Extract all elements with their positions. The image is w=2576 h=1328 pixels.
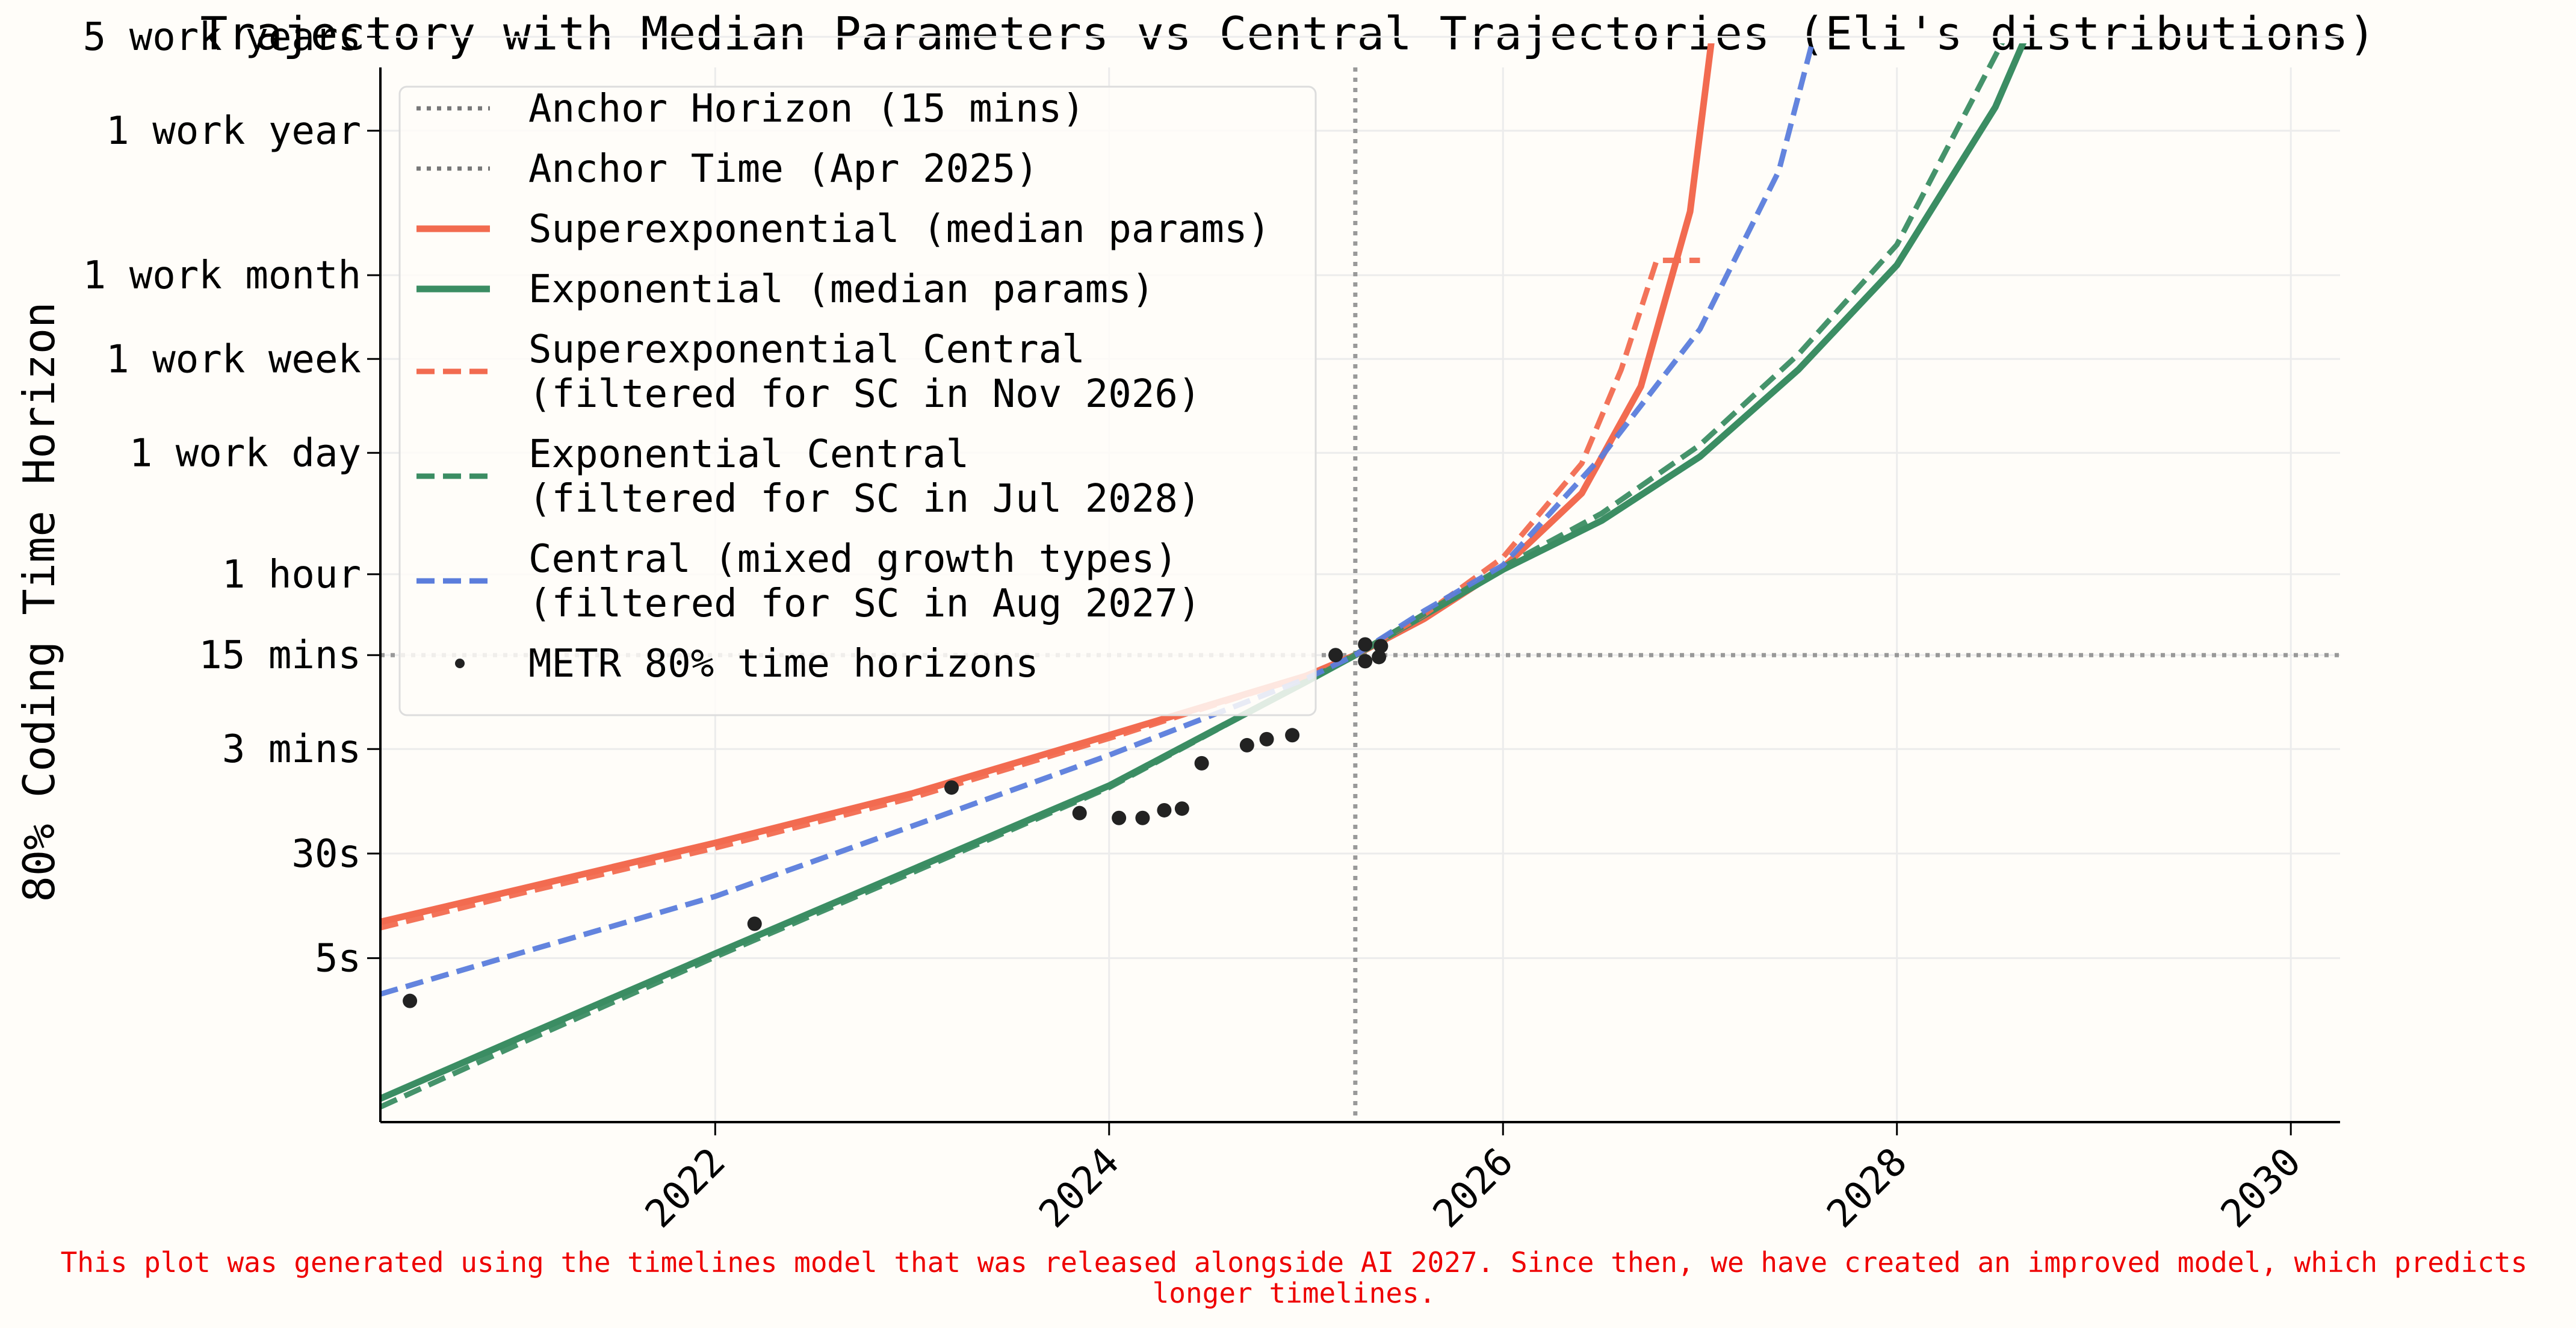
legend-label: Central (mixed growth types) xyxy=(528,537,1178,582)
x-tick-label: 2026 xyxy=(1425,1140,1522,1236)
x-tick-label: 2030 xyxy=(2212,1140,2309,1236)
legend-entry: Superexponential Central(filtered for SC… xyxy=(416,327,1201,417)
metr-point xyxy=(1372,650,1387,665)
metr-point xyxy=(1358,637,1373,652)
chart-title: Trajectory with Median Parameters vs Cen… xyxy=(200,7,2376,60)
legend-label: (filtered for SC in Aug 2027) xyxy=(528,582,1201,626)
legend: Anchor Horizon (15 mins) Anchor Time (Apr… xyxy=(398,85,1317,716)
legend-label: Anchor Time (Apr 2025) xyxy=(528,147,1039,191)
y-tick-label: 15 mins xyxy=(199,633,361,678)
x-tick-labels: 2022 2024 2026 2028 2030 xyxy=(637,1140,2309,1236)
y-tick-label: 30s xyxy=(291,832,361,877)
axes xyxy=(367,36,2340,1135)
legend-label: Superexponential (median params) xyxy=(528,207,1271,252)
legend-entry: Exponential (median params) xyxy=(416,267,1154,312)
y-tick-label: 1 work month xyxy=(83,253,361,298)
metr-point xyxy=(1358,654,1373,669)
legend-entry: Anchor Time (Apr 2025) xyxy=(416,147,1039,191)
scatter-group xyxy=(403,637,1389,1008)
legend-label: (filtered for SC in Jul 2028) xyxy=(528,477,1201,521)
legend-entry: Central (mixed growth types)(filtered fo… xyxy=(416,537,1201,626)
metr-point xyxy=(747,916,762,931)
legend-box xyxy=(398,85,1317,716)
y-tick-label: 5 work years xyxy=(83,15,361,60)
footnote-line-1: This plot was generated using the timeli… xyxy=(61,1246,2528,1279)
central-mixed-line xyxy=(380,43,1815,997)
metr-point xyxy=(1259,731,1274,746)
legend-entry: METR 80% time horizons xyxy=(455,642,1039,686)
legend-label: METR 80% time horizons xyxy=(528,642,1039,686)
y-tick-labels: 5s 30s 3 mins 15 mins 1 hour 1 work day 1 work… xyxy=(83,15,361,981)
x-tick-label: 2028 xyxy=(1819,1140,1916,1236)
metr-point xyxy=(944,780,959,795)
metr-point xyxy=(1112,810,1127,825)
metr-point xyxy=(1285,728,1300,743)
metr-point xyxy=(1072,805,1087,821)
metr-point xyxy=(1157,802,1172,818)
footnote-line-2: longer timelines. xyxy=(1153,1277,1436,1309)
y-tick-label: 1 work year xyxy=(106,109,361,154)
y-tick-label: 1 work week xyxy=(106,337,361,382)
y-tick-label: 3 mins xyxy=(222,727,361,772)
y-tick-label: 5s xyxy=(315,937,361,981)
legend-label: (filtered for SC in Nov 2026) xyxy=(528,372,1201,417)
y-tick-label: 1 work day xyxy=(129,431,361,476)
x-tick-label: 2022 xyxy=(637,1140,734,1236)
metr-point xyxy=(403,993,418,1008)
legend-entry: Anchor Horizon (15 mins) xyxy=(416,87,1085,131)
legend-entry: Superexponential (median params) xyxy=(416,207,1271,252)
metr-point xyxy=(1373,639,1389,654)
metr-point xyxy=(1174,801,1189,816)
legend-entry: Exponential Central(filtered for SC in J… xyxy=(416,432,1201,521)
metr-point xyxy=(1135,810,1150,825)
x-tick-label: 2024 xyxy=(1031,1140,1128,1236)
legend-marker xyxy=(455,659,465,668)
metr-point xyxy=(1328,648,1343,663)
series-group xyxy=(380,43,2027,1109)
metr-point xyxy=(1239,737,1254,752)
reference-lines xyxy=(380,67,2340,1122)
legend-label: Anchor Horizon (15 mins) xyxy=(528,87,1085,131)
metr-point xyxy=(1194,756,1209,771)
legend-label: Superexponential Central xyxy=(528,327,1085,372)
legend-label: Exponential (median params) xyxy=(528,267,1154,312)
y-tick-label: 1 hour xyxy=(222,553,361,597)
legend-label: Exponential Central xyxy=(528,432,969,477)
y-axis-label: 80% Coding Time Horizon xyxy=(14,302,64,902)
